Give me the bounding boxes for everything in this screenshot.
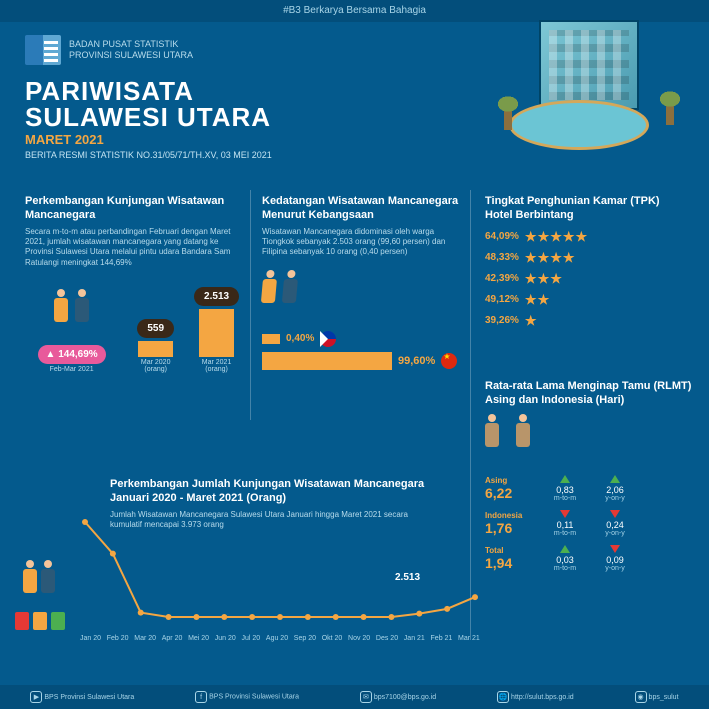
month-label: Feb 20	[107, 635, 129, 642]
facebook-icon: f	[195, 691, 207, 703]
flag-china-icon	[441, 353, 457, 369]
globe-icon: 🌐	[497, 691, 509, 703]
bar2021-caption: Mar 2021 (orang)	[193, 359, 240, 373]
footer-instagram: ◉ bps_sulut	[635, 691, 679, 703]
star-icon: ★	[525, 313, 538, 329]
title-line1: PARIWISATA	[25, 78, 272, 104]
title-meta: BERITA RESMI STATISTIK NO.31/05/71/TH.XV…	[25, 150, 272, 160]
topbar: #B3 Berkarya Bersama Bahagia	[0, 0, 709, 22]
topbar-hashtag: #B3	[283, 5, 301, 16]
bar2021-value: 2.513	[194, 287, 239, 306]
rlmt-row: Asing6,22 0,83m-to-m 2,06y-on-y	[485, 475, 695, 502]
section-tpk: Tingkat Penghunian Kamar (TPK) Hotel Ber…	[485, 195, 685, 334]
couple-icon	[54, 289, 89, 339]
divider-v1	[250, 190, 251, 420]
sec2-desc: Wisatawan Mancanegara didominasi oleh wa…	[262, 227, 462, 258]
month-label: Nov 20	[348, 635, 370, 642]
sec2-title: Kedatangan Wisatawan Mancanegara Menurut…	[262, 195, 462, 223]
footer-web: 🌐 http://sulut.bps.go.id	[497, 691, 574, 703]
triangle-down-icon	[610, 510, 620, 518]
month-label: Jan 20	[80, 635, 101, 642]
star-icon: ★★★★	[525, 250, 576, 266]
title-line2: SULAWESI UTARA	[25, 104, 272, 130]
bps-logo-icon	[25, 35, 61, 65]
triangle-down-icon	[560, 510, 570, 518]
trend-chart: Jan 20 Feb 20 Mar 20 Apr 20 Mei 20 Jun 20 Jul …	[80, 502, 480, 642]
month-label: Jan 21	[404, 635, 425, 642]
email-icon: ✉	[360, 691, 372, 703]
month-label: Mar 21	[458, 635, 480, 642]
change-badge: ▲ 144,69%	[38, 345, 106, 364]
section-rlmt: Rata-rata Lama Menginap Tamu (RLMT) Asin…	[485, 380, 695, 580]
footer-email: ✉ bps7100@bps.go.id	[360, 691, 436, 703]
sec1-title: Perkembangan Kunjungan Wisatawan Mancane…	[25, 195, 240, 223]
star-icon: ★★★	[525, 271, 563, 287]
tpk-row: 42,39%★★★	[485, 271, 685, 287]
month-label: Mar 20	[134, 635, 156, 642]
month-label: Okt 20	[322, 635, 343, 642]
tpk-row: 49,12%★★	[485, 292, 685, 308]
trend-svg	[80, 502, 480, 642]
title-period: MARET 2021	[25, 132, 272, 147]
triangle-up-icon	[610, 475, 620, 483]
change-caption: Feb-Mar 2021	[25, 366, 118, 373]
cn-pct: 99,60%	[398, 355, 435, 367]
elderly-couple-icon	[485, 414, 530, 469]
tpk-row: 64,09%★★★★★	[485, 229, 685, 245]
tpk-title: Tingkat Penghunian Kamar (TPK) Hotel Ber…	[485, 195, 685, 223]
month-label: Agu 20	[266, 635, 288, 642]
hotel-illustration	[499, 20, 679, 160]
triangle-down-icon	[610, 545, 620, 553]
month-label: Jul 20	[242, 635, 261, 642]
month-label: Apr 20	[162, 635, 183, 642]
sec1-desc: Secara m-to-m atau perbandingan Februari…	[25, 227, 240, 269]
flag-philippines-icon	[320, 331, 336, 347]
footer: ▶ BPS Provinsi Sulawesi Utara f BPS Prov…	[0, 685, 709, 709]
footer-youtube: ▶ BPS Provinsi Sulawesi Utara	[30, 691, 134, 703]
month-label: Sep 20	[294, 635, 316, 642]
instagram-icon: ◉	[635, 691, 647, 703]
rlmt-row: Total1,94 0,03m-to-m 0,09y-on-y	[485, 545, 695, 572]
month-label: Mei 20	[188, 635, 209, 642]
star-icon: ★★★★★	[525, 229, 588, 245]
tpk-row: 48,33%★★★★	[485, 250, 685, 266]
bar2020-caption: Mar 2020 (orang)	[132, 359, 179, 373]
month-label: Feb 21	[431, 635, 453, 642]
section-visitors: Perkembangan Kunjungan Wisatawan Mancane…	[25, 195, 240, 373]
month-label: Jun 20	[215, 635, 236, 642]
logo-area: BADAN PUSAT STATISTIK PROVINSI SULAWESI …	[25, 35, 193, 65]
travelers-icon	[15, 560, 75, 630]
title-block: PARIWISATA SULAWESI UTARA MARET 2021 BER…	[25, 78, 272, 160]
walking-couple-icon	[262, 270, 297, 320]
rlmt-title: Rata-rata Lama Menginap Tamu (RLMT) Asin…	[485, 380, 695, 408]
triangle-up-icon	[560, 545, 570, 553]
topbar-slogan: Berkarya Bersama Bahagia	[304, 5, 426, 16]
youtube-icon: ▶	[30, 691, 42, 703]
page-root: #B3 Berkarya Bersama Bahagia BADAN PUSAT…	[0, 0, 709, 709]
ph-pct: 0,40%	[286, 333, 314, 344]
rlmt-row: Indonesia1,76 0,11m-to-m 0,24y-on-y	[485, 510, 695, 537]
tpk-row: 39,26%★	[485, 313, 685, 329]
triangle-up-icon	[560, 475, 570, 483]
bar2020-value: 559	[137, 319, 174, 338]
section-nationality: Kedatangan Wisatawan Mancanegara Menurut…	[262, 195, 462, 370]
footer-facebook: f BPS Provinsi Sulawesi Utara	[195, 691, 299, 703]
star-icon: ★★	[525, 292, 550, 308]
org-name: BADAN PUSAT STATISTIK PROVINSI SULAWESI …	[69, 39, 193, 61]
month-label: Des 20	[376, 635, 398, 642]
